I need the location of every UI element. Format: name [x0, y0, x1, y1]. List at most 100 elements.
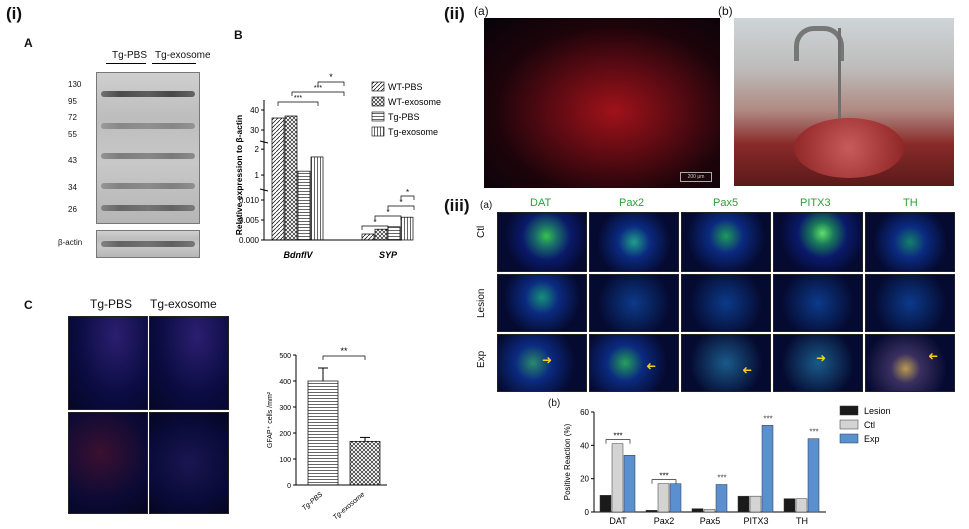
- column-label-pitx3: PITX3: [800, 197, 831, 209]
- bar-lesion: [599, 495, 612, 513]
- sig-label: **: [340, 346, 348, 356]
- panel-label-i: (i): [6, 4, 23, 23]
- bar-lesion: [691, 508, 704, 513]
- lane-label-tg-exosome: Tg-exosome: [155, 50, 211, 61]
- legend-swatch: [371, 96, 385, 107]
- micrograph-header-tg-pbs: Tg-PBS: [90, 297, 133, 311]
- ihc-tile-exp-dat: ➜: [497, 334, 587, 392]
- tick-label: 0: [287, 483, 291, 490]
- category-label: BdnfIV: [284, 250, 314, 260]
- bar-tg-pbs: [297, 170, 311, 241]
- tick-label: 0.005: [239, 216, 260, 225]
- lane-underline: [152, 63, 196, 64]
- legend-label: WT-PBS: [388, 82, 423, 92]
- bar-exp: [669, 483, 682, 513]
- bar-lesion: [645, 510, 658, 513]
- panel-label-ii: (ii): [444, 4, 465, 23]
- legend-swatch: [371, 126, 385, 137]
- panel-label-b: B: [234, 28, 243, 42]
- mw-marker: 55: [68, 130, 77, 139]
- sig-label: ***: [294, 95, 302, 102]
- row-label-exp: Exp: [476, 350, 487, 368]
- bar-exp: [807, 438, 820, 513]
- sig-bracket: [361, 225, 389, 230]
- tick-label: 0: [585, 508, 590, 517]
- bar-ctl: [611, 443, 624, 513]
- column-label-th: TH: [903, 197, 918, 209]
- arrow-icon: ➜: [646, 359, 657, 373]
- arrow-icon: ➜: [742, 363, 753, 377]
- sig-bracket: [291, 91, 345, 96]
- mw-marker: 130: [68, 80, 82, 89]
- legend-label: Tg-exosome: [388, 127, 438, 137]
- beta-actin-blot: [96, 230, 200, 258]
- micrograph-header-tg-exosome: Tg-exosome: [150, 297, 217, 311]
- mw-marker: 95: [68, 97, 77, 106]
- legend-swatch: [839, 419, 859, 430]
- column-label-dat: DAT: [530, 197, 552, 209]
- micrograph-tg-exosome-top: [149, 316, 229, 410]
- tick-label: 200: [279, 431, 291, 438]
- bar-wt-pbs: [361, 233, 375, 241]
- bar-exp: [623, 455, 636, 513]
- ihc-tile-lesion-pitx3: [773, 274, 863, 332]
- sig-bracket: [651, 479, 677, 484]
- chart-c: 0 100 200 300 400 500 GFAP⁺ cells /mm² Tg-PBS Tg…: [267, 346, 387, 522]
- category-label: Tg-PBS: [301, 491, 325, 512]
- y-axis-label: Relative expression to β-actin: [234, 115, 244, 235]
- ihc-tile-lesion-pax2: [589, 274, 679, 332]
- bar-tg-pbs: [307, 380, 339, 486]
- ihc-tile-lesion-dat: [497, 274, 587, 332]
- bar-wt-pbs: [271, 117, 285, 241]
- legend-label: WT-exosome: [388, 97, 441, 107]
- sig-bracket: [400, 195, 415, 200]
- tick-label: 100: [279, 457, 291, 464]
- mw-marker: 43: [68, 156, 77, 165]
- bar-exp: [761, 425, 774, 513]
- axis-break: [259, 140, 269, 144]
- micrograph-tg-pbs-top: [68, 316, 148, 410]
- sig-bracket: [387, 205, 415, 210]
- category-label: DAT: [609, 516, 627, 526]
- ihc-tile-ctl-dat: [497, 212, 587, 272]
- ihc-tile-exp-th: ➜: [865, 334, 955, 392]
- bar-tg-pbs: [387, 226, 401, 241]
- category-label: Tg-exosome: [332, 491, 366, 521]
- bar-lesion: [783, 498, 796, 513]
- ihc-tile-lesion-pax5: [681, 274, 771, 332]
- lane-label-tg-pbs: Tg-PBS: [112, 50, 148, 61]
- sig-label: ***: [763, 414, 772, 423]
- stereotaxic-holder-icon: [794, 26, 844, 61]
- ihc-tile-ctl-pitx3: [773, 212, 863, 272]
- tick-label: 0.010: [239, 196, 260, 205]
- column-label-pax5: Pax5: [713, 197, 739, 209]
- micrograph-tg-pbs-bottom: [68, 412, 148, 514]
- sig-bracket: [322, 355, 366, 360]
- bar-tg-exosome: [349, 440, 381, 486]
- ihc-tile-ctl-pax2: [589, 212, 679, 272]
- sig-label: *: [406, 188, 409, 197]
- surgical-site: [794, 118, 904, 178]
- tick-label: 40: [580, 441, 589, 450]
- scale-bar: 200 μm: [680, 172, 712, 182]
- surgery-photo: [734, 18, 954, 186]
- chart-iii-b: 0 20 40 60 Positive Reaction (%) DAT *** Pax2 **…: [563, 405, 891, 526]
- category-label: Pax5: [700, 516, 721, 526]
- ihc-tile-exp-pax2: ➜: [589, 334, 679, 392]
- panel-label-iii-b: (b): [548, 398, 561, 409]
- ihc-tile-exp-pax5: ➜: [681, 334, 771, 392]
- tick-label: 2: [255, 145, 260, 154]
- panel-label-ii-b: (b): [718, 4, 733, 18]
- tick-label: 1: [255, 171, 260, 180]
- panel-label-a: A: [24, 36, 33, 50]
- sig-label: ***: [809, 428, 818, 437]
- legend-label: Exp: [864, 434, 880, 444]
- bar-exp: [715, 484, 728, 513]
- panel-label-iii: (iii): [444, 196, 470, 215]
- arrow-icon: ➜: [542, 353, 553, 367]
- sig-label: ***: [613, 432, 622, 441]
- sig-bracket: [277, 101, 319, 106]
- mw-marker: 72: [68, 113, 77, 122]
- axis-break: [259, 188, 269, 192]
- bar-ctl: [657, 483, 670, 513]
